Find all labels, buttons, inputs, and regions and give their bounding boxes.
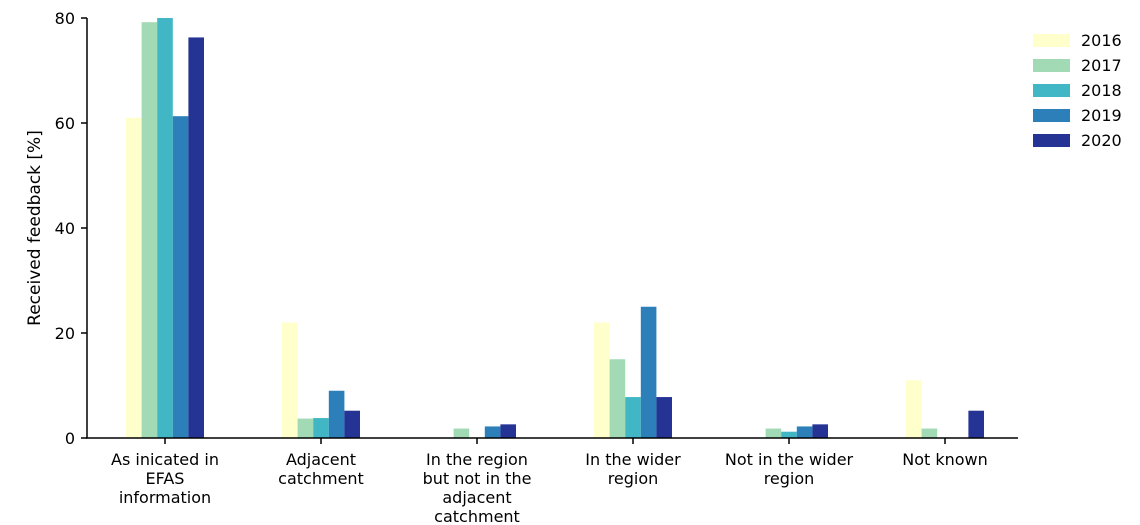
legend-swatch-2016 <box>1033 34 1070 47</box>
x-tick-label-line: catchment <box>278 469 364 488</box>
x-tick-label-line: In the wider <box>585 450 681 469</box>
bar-2019-3 <box>640 306 657 438</box>
legend-swatch-2019 <box>1033 109 1070 122</box>
legend-swatch-2020 <box>1033 134 1070 147</box>
x-tick-label-line: In the region <box>426 450 528 469</box>
x-tick-label-line: As inicated in <box>111 450 219 469</box>
legend: 2016 2017 2018 2019 2020 <box>1033 31 1122 150</box>
bar-2017-2 <box>453 428 470 438</box>
x-tick-label-line: Not known <box>902 450 988 469</box>
x-tick-label-line: catchment <box>434 507 520 525</box>
x-tick-label-line: region <box>764 469 815 488</box>
x-tick-label-line: EFAS <box>146 469 185 488</box>
legend-label-2016: 2016 <box>1081 31 1122 50</box>
x-tick-label-line: Adjacent <box>286 450 356 469</box>
bar-2018-0 <box>157 18 173 438</box>
y-tick-label: 20 <box>55 324 75 343</box>
bar-2018-4 <box>781 431 797 438</box>
bar-2020-0 <box>188 37 204 439</box>
legend-label-2019: 2019 <box>1081 106 1122 125</box>
x-tick-label-4: Not in the wider region <box>725 450 854 488</box>
bar-2016-5 <box>906 380 922 438</box>
bar-2019-0 <box>172 116 189 439</box>
x-tick-label-0: As inicated in EFAS information <box>111 450 219 507</box>
x-tick-label-2: In the region but not in the adjacent catch… <box>423 450 532 525</box>
bar-2020-5 <box>968 410 984 438</box>
y-tick-label: 60 <box>55 114 75 133</box>
y-axis-label: Received feedback [%] <box>25 130 45 326</box>
legend-label-2018: 2018 <box>1081 81 1122 100</box>
x-tick-label-5: Not known <box>902 450 988 469</box>
x-tick-label-line: information <box>119 488 211 507</box>
bar-2017-4 <box>765 428 782 438</box>
y-ticks-group: 0 20 40 60 80 <box>55 9 87 448</box>
x-tick-label-3: In the wider region <box>585 450 681 488</box>
bar-2018-1 <box>313 418 329 438</box>
bar-2019-1 <box>328 390 345 438</box>
bar-2020-3 <box>656 397 672 438</box>
x-tick-label-line: adjacent <box>442 488 511 507</box>
bar-2016-1 <box>282 322 298 438</box>
bars-group <box>126 18 984 439</box>
x-tick-label-line: region <box>608 469 659 488</box>
bar-2020-2 <box>500 424 516 438</box>
bar-2016-3 <box>594 322 610 438</box>
legend-label-2020: 2020 <box>1081 131 1122 150</box>
bar-2019-4 <box>796 426 813 438</box>
bar-2016-0 <box>126 117 142 438</box>
bar-2017-3 <box>609 359 626 438</box>
legend-swatch-2017 <box>1033 59 1070 72</box>
bar-2019-2 <box>484 426 501 438</box>
bar-2017-5 <box>921 428 938 438</box>
bar-2020-4 <box>812 424 828 438</box>
legend-label-2017: 2017 <box>1081 56 1122 75</box>
x-tick-label-line: Not in the wider <box>725 450 854 469</box>
legend-swatch-2018 <box>1033 84 1070 97</box>
bar-2017-1 <box>297 418 314 438</box>
x-tick-label-1: Adjacent catchment <box>278 450 364 488</box>
bar-2018-3 <box>625 397 641 438</box>
y-tick-label: 0 <box>65 429 75 448</box>
bar-2020-1 <box>344 410 360 438</box>
y-tick-label: 80 <box>55 9 75 28</box>
x-tick-label-line: but not in the <box>423 469 532 488</box>
bar-2017-0 <box>141 22 158 438</box>
y-tick-label: 40 <box>55 219 75 238</box>
